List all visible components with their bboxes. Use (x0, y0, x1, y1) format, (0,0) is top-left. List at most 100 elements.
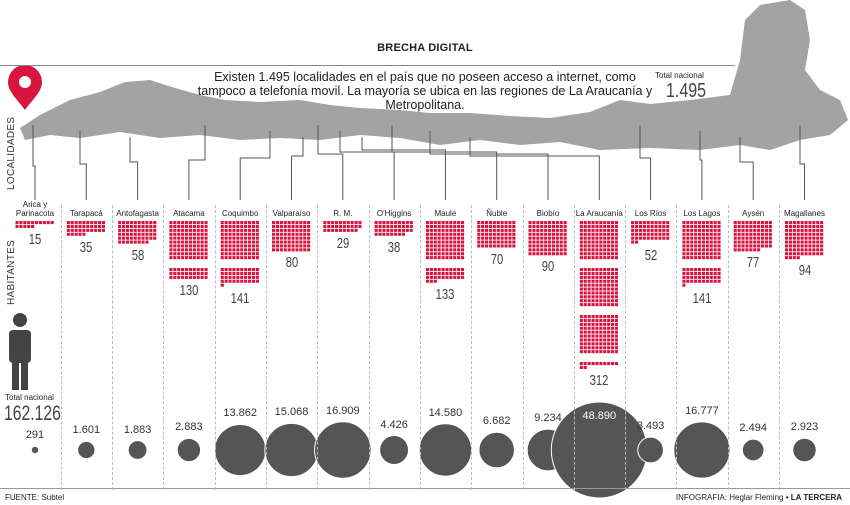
localidad-square (173, 275, 177, 279)
localidad-square (733, 248, 737, 252)
localidad-square (650, 224, 654, 228)
column-divider (317, 205, 319, 490)
localidad-square (378, 228, 382, 232)
region-name: Maule (434, 209, 457, 218)
habitantes-value: 14.580 (428, 406, 463, 419)
localidad-square (251, 224, 255, 228)
localidad-square (666, 232, 670, 236)
localidad-square (251, 236, 255, 240)
localidad-square (583, 252, 587, 256)
localidad-square (579, 322, 583, 326)
localidad-square (768, 228, 772, 232)
localidad-square (240, 228, 244, 232)
localidad-square (401, 228, 405, 232)
localidad-square (713, 236, 717, 240)
localidad-square (761, 221, 765, 225)
chile-map-shape (20, 0, 848, 150)
localidad-square (477, 232, 481, 236)
localidad-square (591, 338, 595, 342)
localidad-square (614, 303, 618, 307)
localidad-square (614, 268, 618, 272)
localidad-square (757, 228, 761, 232)
localidad-square (129, 232, 133, 236)
localidad-square (228, 232, 232, 236)
localidad-square (761, 240, 765, 244)
localidad-square (646, 236, 650, 240)
localidad-square (449, 244, 453, 248)
localidad-square (433, 271, 437, 275)
localidad-square (220, 224, 224, 228)
localidad-square (642, 228, 646, 232)
localidad-square (461, 228, 465, 232)
localidad-square (579, 232, 583, 236)
localidad-square (812, 248, 816, 252)
localidad-square (101, 221, 105, 225)
localidad-square (599, 326, 603, 330)
localidad-square (563, 252, 567, 256)
person-icon-head (13, 313, 27, 327)
localidad-square (713, 256, 717, 260)
localidad-square (583, 365, 587, 369)
localidad-square (709, 279, 713, 283)
location-pin-hole (19, 76, 31, 88)
localidad-square (686, 248, 690, 252)
localidad-square (390, 228, 394, 232)
localidad-square (614, 283, 618, 287)
localidad-square (244, 221, 248, 225)
localidad-square (449, 236, 453, 240)
localidad-square (658, 221, 662, 225)
localidad-square (173, 228, 177, 232)
localidad-square (453, 275, 457, 279)
localidad-square (595, 232, 599, 236)
localidad-square (611, 330, 615, 334)
localidad-square (394, 224, 398, 228)
localidad-square (749, 240, 753, 244)
localidad-square (437, 224, 441, 228)
localidad-square (682, 244, 686, 248)
localidad-square (192, 268, 196, 272)
localidad-square (457, 252, 461, 256)
localidad-square (587, 315, 591, 319)
localidad-square (638, 224, 642, 228)
localidad-square (690, 271, 694, 275)
localidad-square (31, 224, 35, 228)
localidad-square (595, 268, 599, 272)
localidad-square (232, 228, 236, 232)
localidad-square (101, 228, 105, 232)
localidad-square (307, 236, 311, 240)
localidad-square (528, 236, 532, 240)
localidad-square (532, 224, 536, 228)
localidad-square (441, 228, 445, 232)
column-divider (779, 205, 780, 490)
localidad-square (733, 244, 737, 248)
localidad-square (599, 350, 603, 354)
localidad-square (224, 236, 228, 240)
localidad-square (485, 236, 489, 240)
localidad-square (737, 224, 741, 228)
localidad-square (583, 236, 587, 240)
localidad-square (753, 240, 757, 244)
localidad-square (295, 240, 299, 244)
localidad-square (437, 244, 441, 248)
region-connector-line (339, 131, 395, 200)
localidad-square (603, 346, 607, 350)
localidad-square (717, 224, 721, 228)
localidad-square (611, 326, 615, 330)
localidad-square (433, 252, 437, 256)
habitantes-label: HABITANTES (6, 239, 17, 305)
localidad-square (496, 236, 500, 240)
localidad-square (796, 244, 800, 248)
localidad-square (133, 240, 137, 244)
localidad-square (788, 236, 792, 240)
localidad-square (563, 228, 567, 232)
localidad-square (595, 271, 599, 275)
localidad-square (804, 224, 808, 228)
localidad-square (228, 271, 232, 275)
localidad-square (504, 224, 508, 228)
localidad-square (611, 362, 615, 366)
localidad-square (733, 232, 737, 236)
localidad-square (686, 252, 690, 256)
localidad-square (401, 221, 405, 225)
localidad-square (709, 248, 713, 252)
localidad-square (532, 221, 536, 225)
